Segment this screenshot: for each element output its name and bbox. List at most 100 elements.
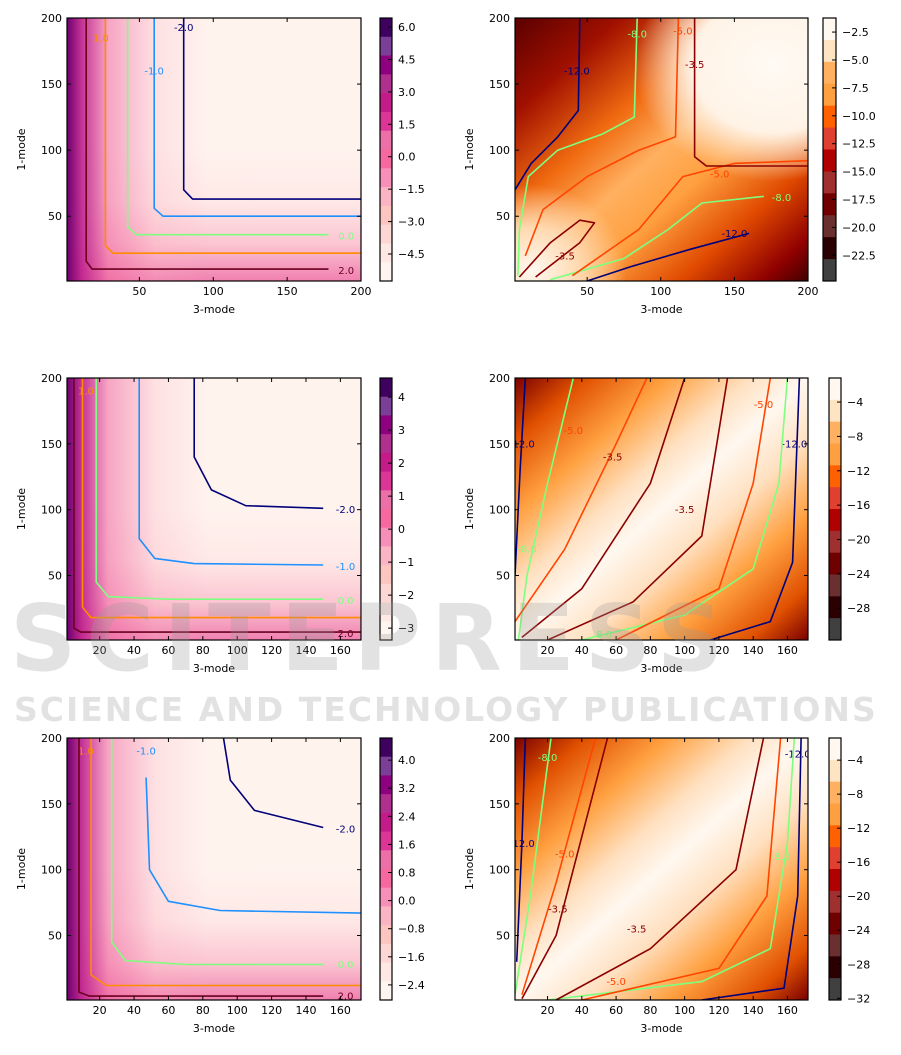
contour-label: 2.0 (338, 266, 354, 277)
contour-label: -8.0 (517, 545, 537, 556)
contour-label: 1.0 (93, 33, 109, 44)
colorbar-band (380, 149, 392, 169)
colorbar-tick-label: −0.8 (398, 923, 425, 936)
x-tick-label: 50 (132, 285, 146, 298)
colorbar-band (380, 850, 392, 870)
colorbar-band (829, 847, 841, 870)
colorbar-band (823, 18, 836, 41)
contour-label: -3.5 (548, 905, 568, 916)
colorbar-band (823, 61, 836, 85)
y-tick-label: 200 (489, 372, 510, 385)
contour-line (615, 378, 772, 640)
contour-label: 2.0 (338, 992, 354, 1003)
colorbar-band (823, 149, 836, 172)
contour-group: -2.0 -1.0 0.0 1.0 2.0 (73, 378, 361, 640)
colorbar: −4 −8 −12 −16 −20 −24 −28 −32 (828, 737, 870, 1005)
colorbar-tick-label: −12.5 (842, 138, 876, 151)
contour-line (81, 378, 361, 619)
subplot-1: 2.0 1.0 0.0 -1.0 -2.0 50 100 150 200 50 100 150 200 3… (15, 12, 425, 316)
x-tick-label: 20 (93, 644, 107, 657)
subplot-4: -12.0 -12.0 -8.0 -8.0 -5.0 -5.0 -3.5 -3.5 20 40 60… (463, 372, 870, 675)
colorbar-band (829, 738, 841, 761)
contour-line (126, 18, 329, 236)
contour-line (581, 738, 782, 1000)
colorbar-band (380, 602, 392, 622)
subplot-2: -12.0 -12.0 -8.0 -8.0 -5.0 -5.0 -3.5 -3.5 50 100 1… (463, 12, 876, 316)
contour-label: -5.0 (563, 426, 583, 437)
y-tick-label: 100 (489, 504, 510, 517)
colorbar-band (829, 465, 841, 488)
colorbar-band (823, 39, 836, 63)
x-tick-label: 100 (650, 285, 671, 298)
subplot-5: -2.0 -1.0 0.0 1.0 2.0 20 40 60 80 100 120 140 160 50 1… (15, 732, 425, 1035)
colorbar-tick-label: 3.0 (398, 86, 416, 99)
contour-line (521, 378, 686, 639)
contour-label: -2.0 (336, 505, 356, 516)
contour-line (515, 378, 648, 623)
colorbar-frame (828, 377, 842, 641)
colorbar-band (380, 565, 392, 585)
contour-line (78, 738, 324, 997)
colorbar-band (380, 490, 392, 510)
colorbar-band (829, 487, 841, 510)
colorbar: 4 3 2 1 0 −1 −2 −3 (379, 377, 414, 641)
x-tick-label: 160 (777, 1004, 798, 1017)
colorbar-tick-label: −10.0 (842, 110, 876, 123)
colorbar-tick-label: 0.0 (398, 895, 416, 908)
y-axis-label: 1-mode (463, 848, 476, 890)
colorbar-band (823, 193, 836, 216)
contour-label: -3.5 (685, 60, 705, 71)
x-tick-label: 100 (674, 1004, 695, 1017)
colorbar-band (829, 421, 841, 444)
colorbar-band (380, 962, 392, 982)
colorbar-tick-label: −32 (847, 992, 870, 1005)
contour-label: -1.0 (136, 747, 156, 758)
colorbar-band (380, 415, 392, 435)
colorbar-band (823, 127, 836, 150)
colorbar-tick-label: −15.0 (842, 166, 876, 179)
y-axis-label: 1-mode (15, 848, 28, 890)
colorbar-tick-label: −3 (398, 622, 414, 635)
colorbar-band (380, 74, 392, 94)
colorbar-band (829, 912, 841, 935)
colorbar-band (829, 978, 841, 1001)
contour-line (571, 159, 808, 277)
contour-label: -2.0 (174, 23, 194, 34)
colorbar-band (829, 869, 841, 892)
contour-line (90, 738, 361, 987)
y-tick-label: 200 (41, 732, 62, 745)
colorbar-tick-label: −20 (847, 890, 870, 903)
y-tick-label: 200 (41, 12, 62, 25)
colorbar: −2.5 −5.0 −7.5 −10.0 −12.5 −15.0 −17.5 −20.0 −22… (822, 17, 876, 282)
x-tick-label: 160 (330, 1004, 351, 1017)
x-tick-label: 60 (609, 1004, 623, 1017)
contour-label: -2.0 (336, 824, 356, 835)
colorbar-tick-label: 4 (398, 391, 405, 404)
colorbar-tick-label: 4.5 (398, 53, 416, 66)
heatmap-image (67, 738, 361, 1000)
contour-line (193, 378, 324, 510)
contour-label: 0.0 (338, 960, 354, 971)
x-tick-label: 80 (643, 644, 657, 657)
axes-frame (66, 17, 362, 282)
contour-line (515, 18, 581, 191)
axes-frame (66, 737, 362, 1001)
colorbar-tick-label: −28 (847, 958, 870, 971)
x-tick-label: 40 (575, 644, 589, 657)
contour-group: -12.0 -12.0 -8.0 -8.0 -5.0 -5.0 -3.5 -3.5 (515, 738, 808, 1000)
y-tick-label: 100 (41, 144, 62, 157)
contour-label: -5.0 (555, 849, 575, 860)
colorbar-band (823, 171, 836, 194)
x-tick-label: 60 (161, 644, 175, 657)
heatmap-image (515, 18, 808, 281)
colorbar-band (829, 825, 841, 848)
y-tick-label: 150 (41, 798, 62, 811)
colorbar-band (380, 187, 392, 207)
x-tick-label: 100 (203, 285, 224, 298)
colorbar-tick-label: −12 (847, 465, 870, 478)
y-tick-label: 50 (496, 210, 510, 223)
contour-label: -12.0 (781, 439, 807, 450)
colorbar-band (380, 224, 392, 244)
colorbar-band (380, 775, 392, 795)
